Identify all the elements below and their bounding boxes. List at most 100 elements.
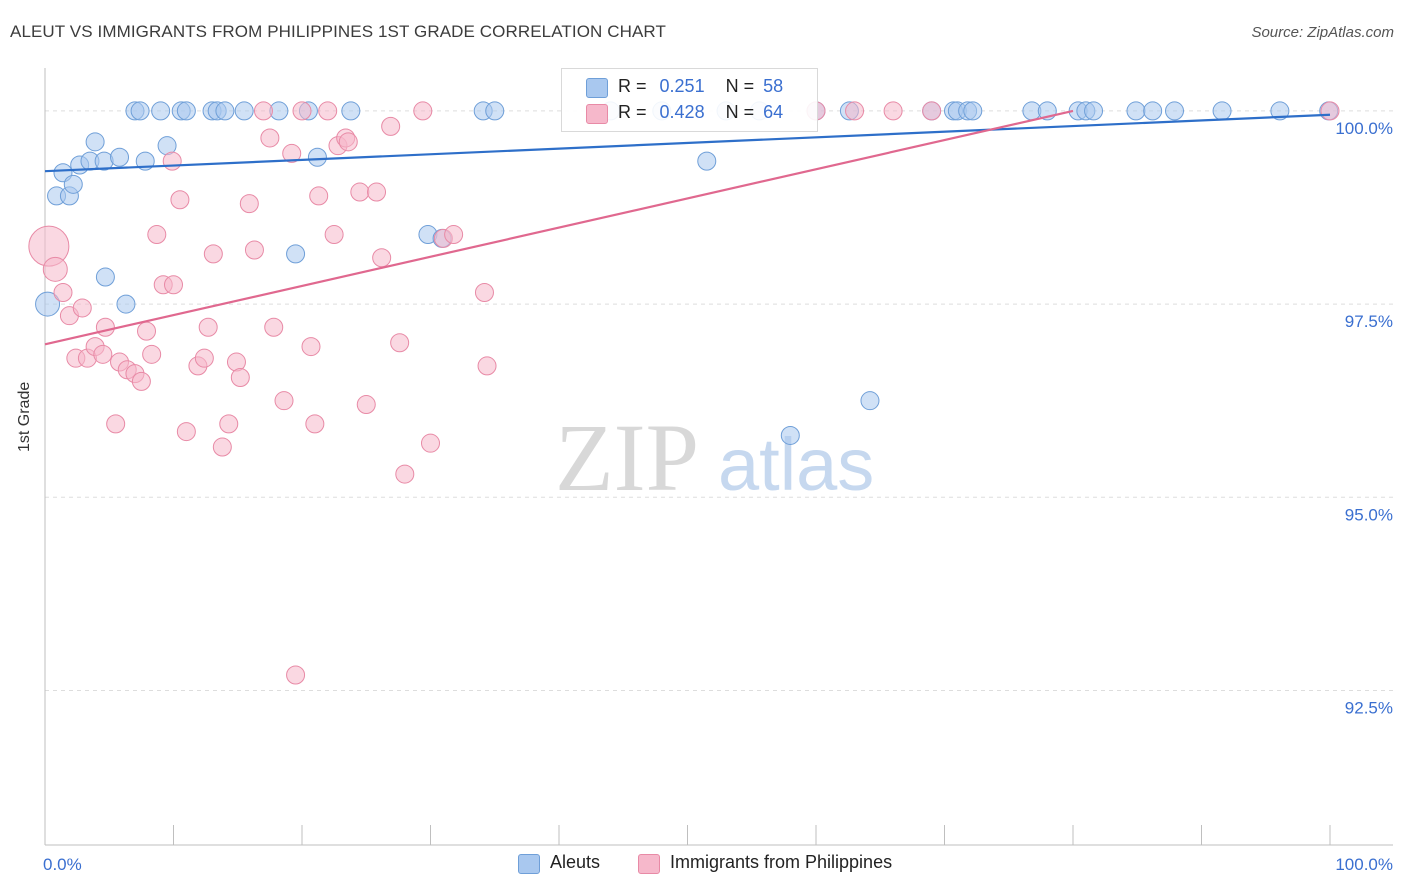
aleut-point — [1084, 101, 1104, 121]
philippines-point — [444, 225, 464, 245]
philippines-point — [318, 101, 338, 121]
watermark-zip: ZIP — [555, 404, 699, 511]
aleut-point — [35, 291, 61, 317]
aleut-point — [1126, 101, 1146, 121]
aleut-point — [63, 174, 83, 194]
philippines-point — [367, 182, 387, 202]
chart-title: ALEUT VS IMMIGRANTS FROM PHILIPPINES 1ST… — [10, 22, 666, 41]
philippines-point — [253, 101, 273, 121]
philippines-point — [203, 244, 223, 264]
philippines-point — [131, 371, 151, 391]
philippines-point — [413, 101, 433, 121]
philippines-point — [372, 248, 392, 268]
aleut-point — [215, 101, 235, 121]
philippines-point — [42, 256, 68, 282]
philippines-point — [922, 101, 942, 121]
philippines-point — [477, 356, 497, 376]
philippines-point — [381, 116, 401, 136]
y-tick-label: 97.5% — [1345, 312, 1393, 331]
aleut-point — [963, 101, 983, 121]
y-tick-label: 95.0% — [1345, 505, 1393, 524]
philippines-point — [239, 194, 259, 214]
x-tick-label-min: 0.0% — [43, 855, 82, 874]
aleut-trend-line — [44, 113, 1331, 173]
philippines-point — [305, 414, 325, 434]
y-tick-label: 92.5% — [1345, 698, 1393, 717]
philippines-point — [274, 391, 294, 411]
philippines-point — [1320, 101, 1340, 121]
philippines-point — [309, 186, 329, 206]
aleut-point — [110, 147, 130, 167]
correlation-legend: R = 0.251 N = 58 R = 0.428 N = 64 — [561, 68, 818, 132]
philippines-point — [212, 437, 232, 457]
philippines-n-value: 64 — [763, 102, 784, 122]
aleut-point — [1165, 101, 1185, 121]
philippines-point — [106, 414, 126, 434]
philippines-point — [301, 337, 321, 357]
philippines-point — [164, 275, 183, 295]
legend-r-label: R = — [618, 76, 647, 96]
philippines-point — [390, 333, 410, 353]
y-tick-label: 100.0% — [1335, 119, 1393, 138]
philippines-point — [260, 128, 280, 148]
philippines-point — [142, 344, 162, 364]
trend-lines — [44, 109, 1331, 346]
watermark: ZIP atlas — [555, 404, 874, 511]
aleut-point — [234, 101, 254, 121]
aleut-point — [151, 101, 171, 121]
legend-n-label: N = — [725, 76, 755, 96]
philippines-point — [53, 283, 73, 302]
aleut-point — [95, 267, 115, 287]
philippines-point — [282, 143, 302, 163]
philippines-point — [338, 132, 358, 152]
philippines-point — [421, 433, 440, 453]
x-tick-label-max: 100.0% — [1335, 855, 1393, 874]
aleut-point — [485, 101, 505, 121]
philippines-point — [198, 317, 218, 337]
philippines-legend-label: Immigrants from Philippines — [670, 852, 893, 872]
aleuts-legend-swatch — [518, 854, 540, 874]
philippines-point — [95, 317, 115, 337]
aleut-point — [341, 101, 361, 121]
legend-n-label: N = — [725, 102, 755, 122]
philippines-point — [194, 348, 214, 368]
aleut-point — [176, 101, 196, 121]
philippines-point — [162, 151, 182, 171]
axes — [44, 68, 1393, 846]
philippines-point — [264, 317, 284, 337]
philippines-r-value: 0.428 — [659, 102, 705, 122]
philippines-point — [883, 101, 903, 121]
philippines-point — [147, 225, 167, 245]
philippines-point — [137, 321, 157, 341]
philippines-point — [230, 368, 250, 387]
philippines-point — [219, 414, 239, 434]
philippines-point — [244, 240, 264, 260]
aleut-point — [307, 147, 327, 167]
philippines-point — [286, 665, 306, 685]
philippines-point — [395, 464, 415, 484]
aleut-point — [1143, 101, 1163, 121]
philippines-point — [474, 283, 494, 302]
source-label: Source: ZipAtlas.com — [1251, 24, 1394, 41]
aleut-point — [1270, 101, 1290, 121]
aleut-point — [116, 294, 136, 314]
philippines-swatch — [586, 104, 608, 124]
aleut-point — [860, 391, 880, 411]
philippines-point — [845, 101, 865, 121]
philippines-point — [324, 225, 344, 245]
philippines-point — [350, 182, 370, 202]
philippines-point — [170, 190, 190, 210]
philippines-legend-swatch — [638, 854, 660, 874]
philippines-trend-line — [44, 109, 1074, 346]
aleut-point — [1212, 101, 1232, 121]
aleut-point — [780, 425, 800, 445]
philippines-point — [176, 422, 196, 442]
aleut-point — [286, 244, 306, 264]
philippines-point — [93, 344, 113, 364]
legend-r-label: R = — [618, 102, 647, 122]
aleuts-legend-label: Aleuts — [550, 852, 601, 872]
aleut-point — [130, 101, 150, 121]
aleuts-r-value: 0.251 — [659, 76, 705, 96]
philippines-point — [292, 101, 312, 121]
